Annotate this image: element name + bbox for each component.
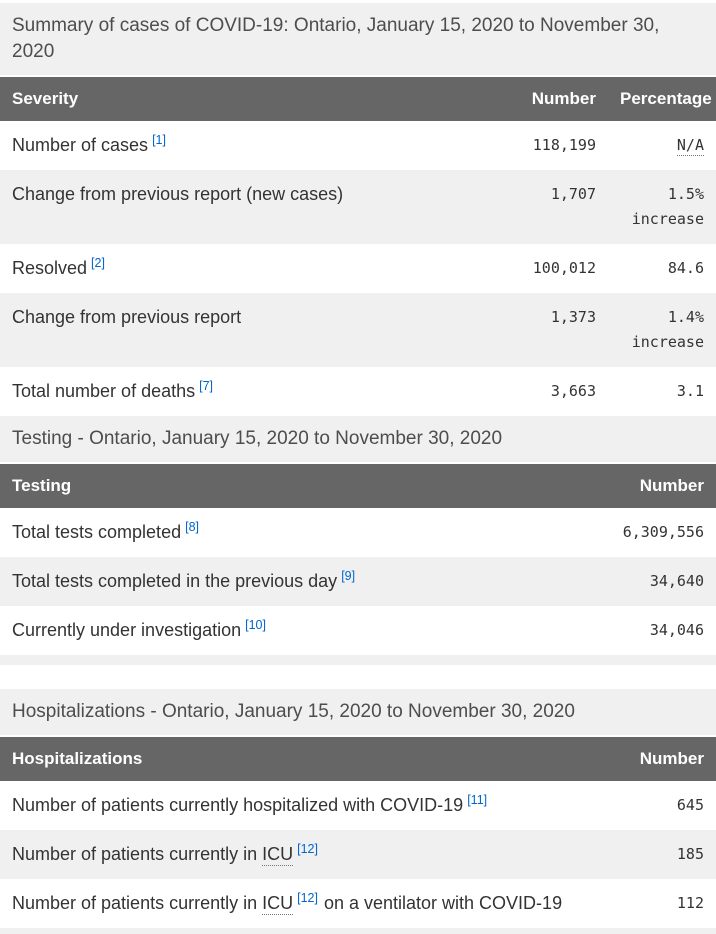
row-label-text: Total number of deaths [12, 381, 196, 401]
row-percentage: 1.4% increase [608, 293, 716, 367]
row-number: 34,640 [649, 572, 704, 590]
row-label-text: Number of patients currently hospitalize… [12, 795, 464, 815]
footnote-marker: [8] [185, 520, 199, 534]
summary-header-severity: Severity [12, 89, 79, 108]
testing-section: Testing - Ontario, January 15, 2020 to N… [0, 416, 716, 665]
row-label-text: Number of cases [12, 135, 149, 155]
table-row: Change from previous report (new cases) … [0, 170, 716, 244]
row-number: 100,012 [532, 259, 596, 277]
footnote-link[interactable]: [2] [91, 256, 105, 270]
table-row: Number of cases [1] 118,199 N/A [0, 121, 716, 170]
row-label: Currently under investigation [10] [0, 606, 600, 655]
testing-caption: Testing - Ontario, January 15, 2020 to N… [0, 416, 716, 462]
table-row: Currently under investigation [10] 34,046 [0, 606, 716, 655]
row-label-text: Total tests completed in the previous da… [12, 571, 338, 591]
row-label: Total tests completed in the previous da… [0, 557, 600, 606]
footnote-marker: [7] [199, 379, 213, 393]
row-label-text: Resolved [12, 258, 88, 278]
row-number: 118,199 [532, 136, 596, 154]
percentage-value: 1.5% [667, 185, 704, 203]
row-number: 1,373 [550, 308, 596, 326]
summary-header-row: Severity Number Percentage [0, 77, 716, 121]
hospitalizations-section: Hospitalizations - Ontario, January 15, … [0, 689, 716, 934]
hospitalizations-header-row: Hospitalizations Number [0, 737, 716, 781]
table-footer-bar [0, 928, 716, 934]
row-number: 1,707 [550, 185, 596, 203]
table-row: Number of patients currently in ICU [12] 1… [0, 830, 716, 879]
row-number: 34,046 [649, 621, 704, 639]
hospitalizations-header-number: Number [639, 749, 704, 768]
footnote-marker: [2] [91, 256, 105, 270]
row-number: 645 [676, 796, 704, 814]
footnote-link[interactable]: [12] [297, 842, 318, 856]
footnote-link[interactable]: [12] [297, 891, 318, 905]
row-label-text: Change from previous report (new cases) [12, 184, 344, 204]
table-row: Total tests completed [8] 6,309,556 [0, 508, 716, 557]
footnote-marker: [12] [297, 842, 318, 856]
percentage-note: increase [631, 333, 704, 351]
row-label: Number of patients currently in ICU [12] [0, 830, 600, 879]
row-label: Total tests completed [8] [0, 508, 600, 557]
testing-header-number: Number [639, 476, 704, 495]
summary-section: Summary of cases of COVID-19: Ontario, J… [0, 3, 716, 416]
row-label: Number of cases [1] [0, 121, 358, 170]
percentage-note: increase [631, 210, 704, 228]
row-label: Number of patients currently in ICU [12] on… [0, 879, 600, 928]
row-percentage: 1.5% increase [608, 170, 716, 244]
testing-header-row: Testing Number [0, 464, 716, 508]
row-label-text: Change from previous report [12, 307, 242, 327]
footnote-marker: [11] [467, 793, 487, 807]
row-number: 112 [676, 894, 704, 912]
footnote-link[interactable]: [9] [341, 569, 356, 583]
row-label: Number of patients currently hospitalize… [0, 781, 600, 830]
hospitalizations-header-label: Hospitalizations [12, 749, 143, 768]
row-label-text: Total tests completed [12, 522, 182, 542]
footnote-marker: [1] [152, 133, 166, 147]
row-label-text: Number of patients currently in [12, 844, 258, 864]
hospitalizations-caption: Hospitalizations - Ontario, January 15, … [0, 689, 716, 735]
summary-header-percentage: Percentage [620, 89, 712, 108]
icu-abbreviation[interactable]: ICU [262, 893, 294, 915]
row-label: Change from previous report [0, 293, 358, 342]
table-row: Total number of deaths [7] 3,663 3.1 [0, 367, 716, 416]
footnote-link[interactable]: [11] [467, 793, 488, 807]
summary-header-number: Number [531, 89, 596, 108]
table-row: Change from previous report 1,373 1.4% in… [0, 293, 716, 367]
row-label: Change from previous report (new cases) [0, 170, 358, 219]
row-number: 3,663 [550, 382, 596, 400]
row-label: Resolved [2] [0, 244, 358, 293]
row-number: 185 [676, 845, 704, 863]
row-percentage: 3.1 [676, 382, 704, 400]
footnote-link[interactable]: [10] [245, 618, 266, 632]
percentage-value: 1.4% [667, 308, 704, 326]
footnote-marker: [10] [245, 618, 266, 632]
row-number: 6,309,556 [622, 523, 704, 541]
summary-caption: Summary of cases of COVID-19: Ontario, J… [0, 3, 716, 75]
row-label-text: Currently under investigation [12, 620, 242, 640]
footnote-marker: [12] [297, 891, 318, 905]
row-label: Total number of deaths [7] [0, 367, 358, 416]
icu-abbreviation[interactable]: ICU [262, 844, 294, 866]
row-percentage: N/A [608, 121, 716, 170]
table-row: Resolved [2] 100,012 84.6 [0, 244, 716, 293]
table-footer-bar [0, 655, 716, 665]
table-row: Number of patients currently in ICU [12] on… [0, 879, 716, 928]
footnote-link[interactable]: [8] [185, 520, 199, 534]
row-percentage: 84.6 [667, 259, 704, 277]
table-row: Number of patients currently hospitalize… [0, 781, 716, 830]
row-label-text: on a ventilator with COVID-19 [323, 893, 563, 913]
footnote-marker: [9] [341, 569, 355, 583]
footnote-link[interactable]: [7] [199, 379, 214, 393]
row-label-text: Number of patients currently in [12, 893, 258, 913]
na-abbreviation[interactable]: N/A [676, 136, 704, 156]
testing-header-testing: Testing [12, 476, 72, 495]
table-row: Total tests completed in the previous da… [0, 557, 716, 606]
footnote-link[interactable]: [1] [152, 133, 166, 147]
